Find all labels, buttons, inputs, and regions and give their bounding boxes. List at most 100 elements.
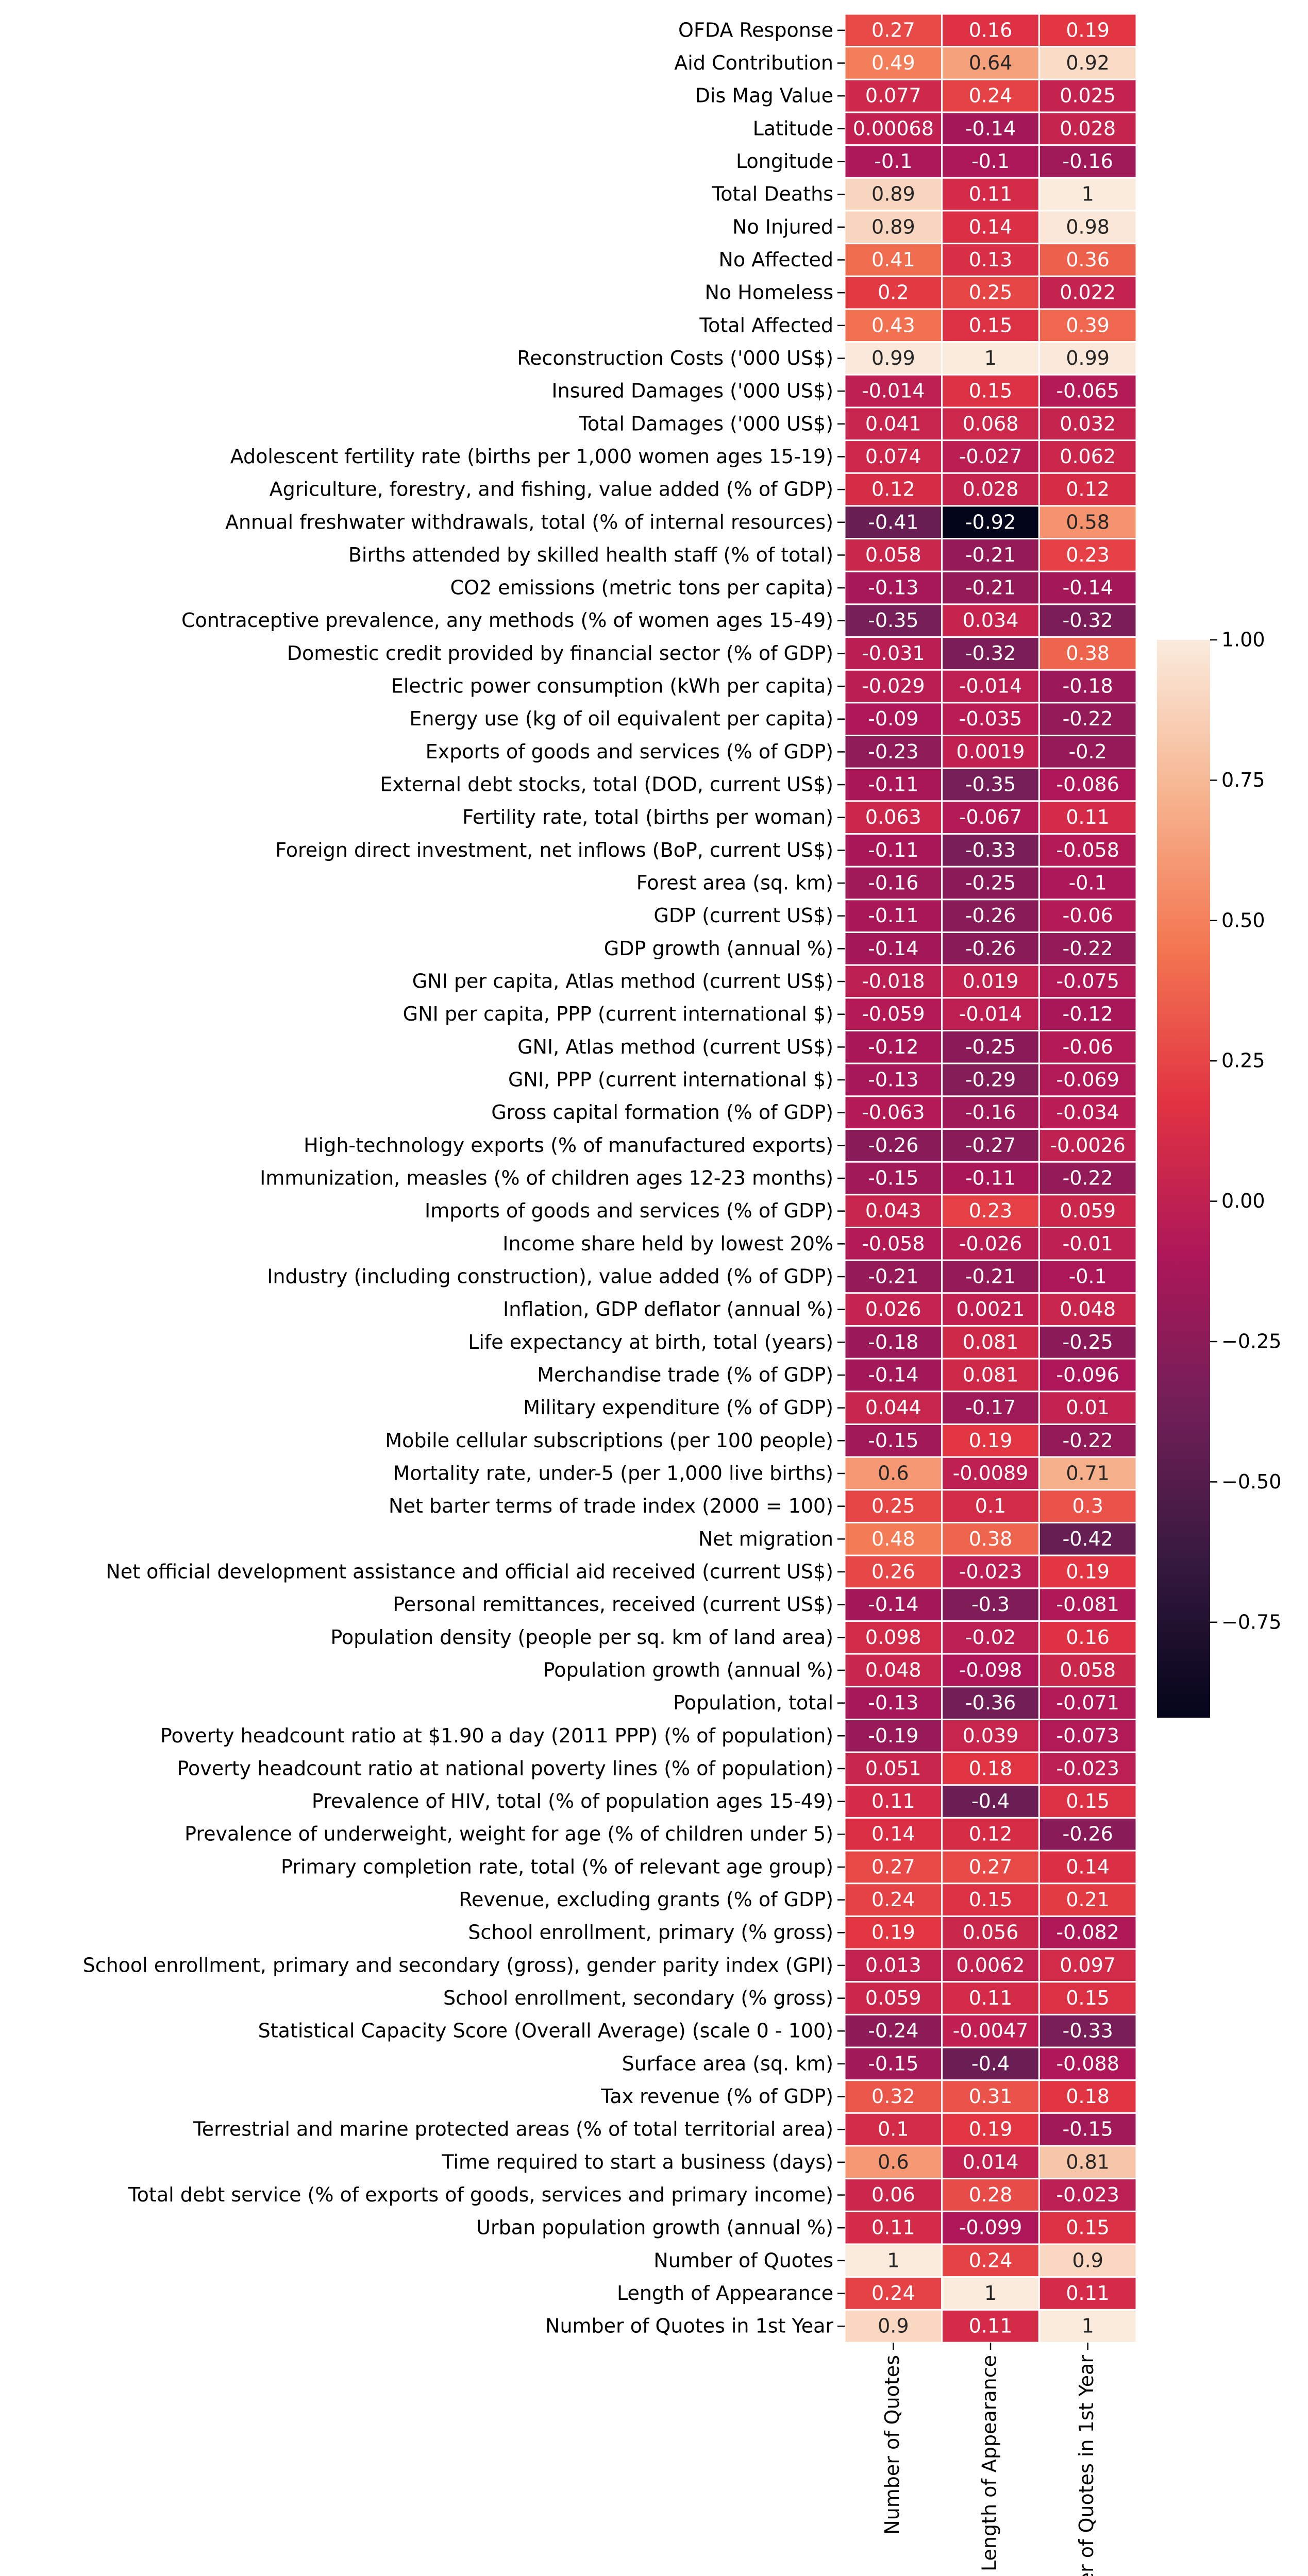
cell	[844, 702, 943, 737]
cell-label: 0.15	[1066, 2216, 1110, 2239]
cell	[1038, 1718, 1137, 1753]
cell-label: 0.048	[865, 1658, 921, 1681]
cell	[941, 603, 1040, 638]
cell-label: 0.98	[1066, 215, 1110, 238]
cell-label: -0.035	[959, 707, 1022, 730]
cell-label: 0.27	[871, 1855, 915, 1878]
cell	[844, 1259, 943, 1294]
cell-label: 0.11	[969, 2315, 1013, 2337]
cell-label: -0.17	[965, 1396, 1016, 1419]
cell-label: -0.023	[959, 1560, 1022, 1583]
cell-label: -0.32	[1063, 609, 1113, 632]
cell	[1038, 800, 1137, 835]
y-tick-label: Mobile cellular subscriptions (per 100 p…	[385, 1429, 833, 1452]
cell-label: -0.029	[862, 675, 925, 698]
cell	[1038, 2112, 1137, 2147]
cell-label: 0.034	[963, 609, 1019, 632]
cell-label: -0.12	[1063, 1003, 1113, 1025]
cell	[1038, 111, 1137, 146]
y-tick-label: Revenue, excluding grants (% of GDP)	[459, 1888, 833, 1911]
cell-label: 0.49	[871, 52, 915, 74]
cell-label: 0.27	[871, 19, 915, 41]
cell	[941, 1620, 1040, 1655]
cell	[1038, 308, 1137, 343]
y-tick-label: Imports of goods and services (% of GDP)	[425, 1199, 833, 1222]
y-tick-label: Merchandise trade (% of GDP)	[537, 1363, 833, 1386]
cell	[1038, 1456, 1137, 1491]
y-tick-label: Energy use (kg of oil equivalent per cap…	[409, 707, 833, 730]
cell	[941, 636, 1040, 671]
cell	[941, 2046, 1040, 2081]
cell	[844, 1981, 943, 2015]
y-tick-label: External debt stocks, total (DOD, curren…	[380, 773, 833, 796]
cell-label: 0.16	[1066, 1626, 1110, 1649]
cell-label: 0.6	[878, 2150, 909, 2173]
cell-label: -0.15	[868, 2052, 918, 2075]
cell	[844, 964, 943, 999]
cell	[1038, 1292, 1137, 1327]
cell	[1038, 1423, 1137, 1458]
cell-label: 0.058	[865, 544, 921, 566]
cell-label: 0.12	[871, 478, 915, 501]
cell	[844, 1128, 943, 1163]
cell	[1038, 406, 1137, 442]
cell-label: -0.11	[965, 1167, 1016, 1190]
y-tick-label: Population growth (annual %)	[543, 1658, 833, 1681]
y-tick-label: Fertility rate, total (births per woman)	[462, 806, 833, 828]
cell	[1038, 1554, 1137, 1589]
cell	[1038, 1161, 1137, 1196]
cell-label: -0.069	[1056, 1069, 1119, 1091]
cell-label: 0.063	[865, 806, 921, 828]
cell	[941, 538, 1040, 572]
cell-label: 0.026	[865, 1298, 921, 1320]
cell	[941, 1391, 1040, 1425]
y-tick-label: Foreign direct investment, net inflows (…	[275, 839, 833, 861]
y-tick-label: Number of Quotes	[653, 2249, 833, 2272]
cell-label: 0.056	[963, 1921, 1019, 1944]
cell	[1038, 735, 1137, 769]
cell	[1038, 1325, 1137, 1360]
x-tick-label: Number of Quotes in 1st Year	[1075, 2355, 1098, 2576]
cell-label: 0.24	[871, 2282, 915, 2304]
cell-label: 0.21	[1066, 1888, 1110, 1911]
cell-label: -0.027	[959, 445, 1022, 468]
cell-label: -0.4	[971, 1790, 1010, 1812]
cell-label: -0.0026	[1050, 1134, 1126, 1157]
colorbar-tick-label: −0.25	[1221, 1330, 1281, 1352]
y-tick-label: Poverty headcount ratio at national pove…	[177, 1757, 833, 1780]
cell-label: -0.099	[959, 2216, 1022, 2239]
y-tick-label: School enrollment, primary and secondary…	[83, 1954, 833, 1976]
cell-label: -0.33	[965, 839, 1016, 861]
cell-label: -0.4	[971, 2052, 1010, 2075]
cell-label: 0.098	[865, 1626, 921, 1649]
y-tick-label: GNI per capita, PPP (current internation…	[403, 1003, 833, 1025]
y-tick-label: Personal remittances, received (current …	[393, 1593, 833, 1616]
cell	[844, 735, 943, 769]
cell-label: -0.26	[868, 1134, 918, 1157]
y-tick-label: Dis Mag Value	[695, 84, 833, 107]
cell-label: -0.32	[965, 642, 1016, 665]
cell	[844, 669, 943, 704]
cell-label: -0.081	[1056, 1593, 1119, 1616]
cell	[844, 2309, 943, 2344]
y-tick-label: Urban population growth (annual %)	[476, 2216, 833, 2239]
cell-label: -0.3	[971, 1593, 1010, 1616]
cell-label: -0.18	[1063, 675, 1113, 698]
cell-label: 0.11	[1066, 2282, 1110, 2304]
cell-label: -0.11	[868, 773, 918, 796]
cell-label: 0.041	[865, 412, 921, 435]
cell	[1038, 866, 1137, 901]
cell-label: 1	[1082, 2315, 1094, 2337]
cell-label: -0.065	[1056, 380, 1119, 402]
cell-label: -0.1	[874, 150, 912, 173]
cell-label: 0.32	[871, 2085, 915, 2108]
cell-label: 0.043	[865, 1199, 921, 1222]
cell	[941, 1194, 1040, 1228]
cell-label: -0.023	[1056, 1757, 1119, 1780]
cell	[941, 1948, 1040, 1983]
colorbar-tick-label: 0.50	[1221, 909, 1265, 931]
cell	[844, 1554, 943, 1589]
y-tick-label: Statistical Capacity Score (Overall Aver…	[258, 2020, 833, 2042]
x-tick-label: Number of Quotes	[881, 2355, 903, 2535]
cell-label: -0.2	[1069, 740, 1107, 763]
